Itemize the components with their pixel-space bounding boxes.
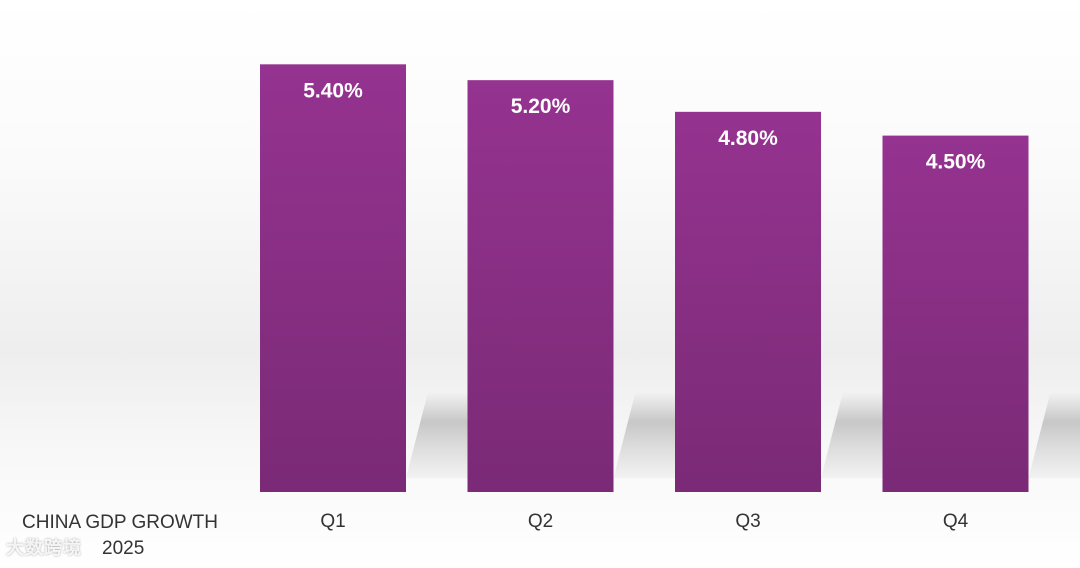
watermark-logo: 大数跨境 [6, 538, 82, 558]
chart-title-line1: CHINA GDP GROWTH [22, 512, 218, 533]
category-label-q1: Q1 [320, 511, 345, 532]
data-labels: 5.40% 5.20% 4.80% 4.50% [303, 79, 985, 173]
category-label-q2: Q2 [528, 511, 553, 532]
bar-q4 [882, 135, 1029, 492]
chart-title-line2: 2025 [102, 538, 145, 559]
chart-title: CHINA GDP GROWTH 2025 [22, 510, 252, 562]
data-label-q4: 4.50% [926, 151, 986, 174]
bar-shadow [1028, 392, 1080, 478]
category-label-q3: Q3 [735, 511, 760, 532]
bar-q3 [675, 111, 821, 492]
bar-q1 [260, 64, 406, 492]
data-label-q1: 5.40% [303, 79, 363, 102]
data-label-q2: 5.20% [511, 95, 571, 118]
bars [260, 64, 1029, 492]
bar-q2 [467, 80, 614, 492]
category-label-q4: Q4 [943, 511, 969, 532]
category-labels: Q1 Q2 Q3 Q4 [320, 511, 968, 532]
data-label-q3: 4.80% [718, 127, 778, 150]
